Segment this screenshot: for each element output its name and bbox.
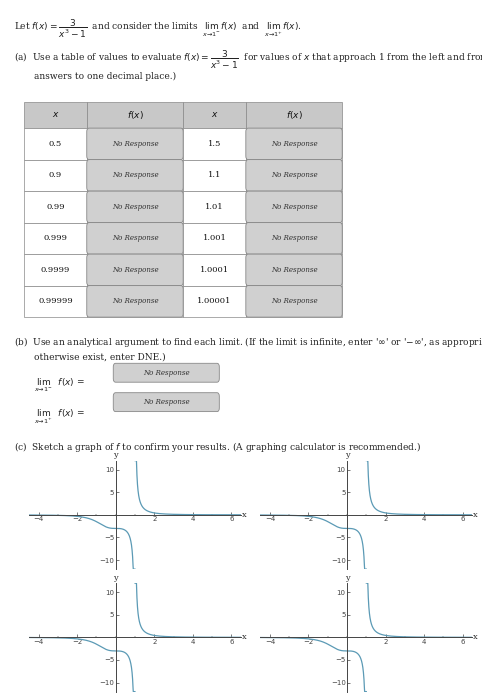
Text: y: y — [113, 452, 118, 459]
Text: 0.99999: 0.99999 — [38, 298, 73, 305]
Text: x: x — [473, 511, 478, 519]
FancyBboxPatch shape — [246, 160, 342, 191]
Text: x: x — [473, 634, 478, 641]
Text: otherwise exist, enter DNE.): otherwise exist, enter DNE.) — [34, 352, 165, 361]
FancyBboxPatch shape — [113, 363, 219, 382]
FancyBboxPatch shape — [87, 191, 183, 223]
Text: $x$: $x$ — [52, 111, 59, 119]
Text: $\lim_{x \to 1^+}$  $f(x)$ =: $\lim_{x \to 1^+}$ $f(x)$ = — [34, 408, 84, 426]
Text: (c)  Sketch a graph of $f$ to confirm your results. (A graphing calculator is re: (c) Sketch a graph of $f$ to confirm you… — [14, 440, 422, 454]
Text: x: x — [242, 511, 247, 519]
Text: $f(x)$: $f(x)$ — [286, 108, 302, 121]
FancyBboxPatch shape — [87, 160, 183, 191]
FancyBboxPatch shape — [87, 223, 183, 254]
FancyBboxPatch shape — [87, 191, 183, 223]
Text: 1.5: 1.5 — [208, 140, 221, 148]
Text: 0.9: 0.9 — [49, 172, 62, 179]
Text: 1.0001: 1.0001 — [200, 266, 229, 274]
Text: No Response: No Response — [271, 298, 317, 305]
Text: 1.001: 1.001 — [202, 234, 227, 242]
FancyBboxPatch shape — [87, 223, 183, 254]
FancyBboxPatch shape — [246, 223, 342, 254]
Text: No Response: No Response — [271, 203, 317, 211]
Text: No Response: No Response — [112, 234, 158, 242]
Text: No Response: No Response — [271, 140, 317, 148]
FancyBboxPatch shape — [246, 286, 342, 317]
Text: No Response: No Response — [271, 172, 317, 179]
Text: y: y — [113, 574, 118, 582]
Text: No Response: No Response — [271, 266, 317, 274]
FancyBboxPatch shape — [246, 191, 342, 223]
FancyBboxPatch shape — [24, 102, 87, 128]
FancyBboxPatch shape — [183, 128, 246, 160]
Text: x: x — [242, 634, 247, 641]
FancyBboxPatch shape — [246, 191, 342, 223]
FancyBboxPatch shape — [183, 254, 246, 286]
FancyBboxPatch shape — [246, 128, 342, 160]
FancyBboxPatch shape — [87, 254, 183, 286]
FancyBboxPatch shape — [183, 286, 246, 317]
FancyBboxPatch shape — [113, 393, 219, 412]
Text: No Response: No Response — [112, 172, 158, 179]
Text: No Response: No Response — [112, 298, 158, 305]
Text: y: y — [345, 574, 349, 582]
Text: No Response: No Response — [112, 266, 158, 274]
FancyBboxPatch shape — [183, 160, 246, 191]
FancyBboxPatch shape — [246, 286, 342, 317]
FancyBboxPatch shape — [246, 160, 342, 191]
FancyBboxPatch shape — [183, 191, 246, 223]
Text: 0.5: 0.5 — [49, 140, 62, 148]
FancyBboxPatch shape — [24, 254, 87, 286]
FancyBboxPatch shape — [87, 286, 183, 317]
Text: 1.01: 1.01 — [205, 203, 224, 211]
Text: No Response: No Response — [271, 234, 317, 242]
FancyBboxPatch shape — [87, 160, 183, 191]
FancyBboxPatch shape — [246, 254, 342, 286]
Text: $x$: $x$ — [211, 111, 218, 119]
FancyBboxPatch shape — [183, 223, 246, 254]
Text: 0.999: 0.999 — [43, 234, 67, 242]
FancyBboxPatch shape — [87, 286, 183, 317]
FancyBboxPatch shape — [24, 286, 87, 317]
Text: No Response: No Response — [143, 398, 189, 406]
Text: $\lim_{x \to 1^-}$  $f(x)$ =: $\lim_{x \to 1^-}$ $f(x)$ = — [34, 377, 84, 394]
Text: Let $f(x) = \dfrac{3}{x^3 - 1}$  and consider the limits  $\lim_{x \to 1^-} f(x): Let $f(x) = \dfrac{3}{x^3 - 1}$ and cons… — [14, 18, 302, 40]
Text: No Response: No Response — [143, 369, 189, 377]
Text: $f(x)$: $f(x)$ — [127, 108, 143, 121]
Text: 0.99: 0.99 — [46, 203, 65, 211]
Text: No Response: No Response — [112, 203, 158, 211]
FancyBboxPatch shape — [183, 102, 246, 128]
FancyBboxPatch shape — [246, 128, 342, 160]
Text: y: y — [345, 452, 349, 459]
FancyBboxPatch shape — [87, 102, 183, 128]
Text: (b)  Use an analytical argument to find each limit. (If the limit is infinite, e: (b) Use an analytical argument to find e… — [14, 335, 482, 349]
Text: 0.9999: 0.9999 — [41, 266, 70, 274]
Text: 1.1: 1.1 — [208, 172, 221, 179]
FancyBboxPatch shape — [24, 223, 87, 254]
Text: answers to one decimal place.): answers to one decimal place.) — [34, 72, 176, 81]
FancyBboxPatch shape — [87, 254, 183, 286]
FancyBboxPatch shape — [24, 128, 87, 160]
FancyBboxPatch shape — [246, 223, 342, 254]
FancyBboxPatch shape — [24, 160, 87, 191]
Text: 1.00001: 1.00001 — [197, 298, 232, 305]
FancyBboxPatch shape — [87, 128, 183, 160]
FancyBboxPatch shape — [246, 102, 342, 128]
FancyBboxPatch shape — [24, 191, 87, 223]
FancyBboxPatch shape — [246, 254, 342, 286]
FancyBboxPatch shape — [87, 128, 183, 160]
Text: (a)  Use a table of values to evaluate $f(x) = \dfrac{3}{x^3 - 1}$  for values o: (a) Use a table of values to evaluate $f… — [14, 49, 482, 71]
Text: No Response: No Response — [112, 140, 158, 148]
